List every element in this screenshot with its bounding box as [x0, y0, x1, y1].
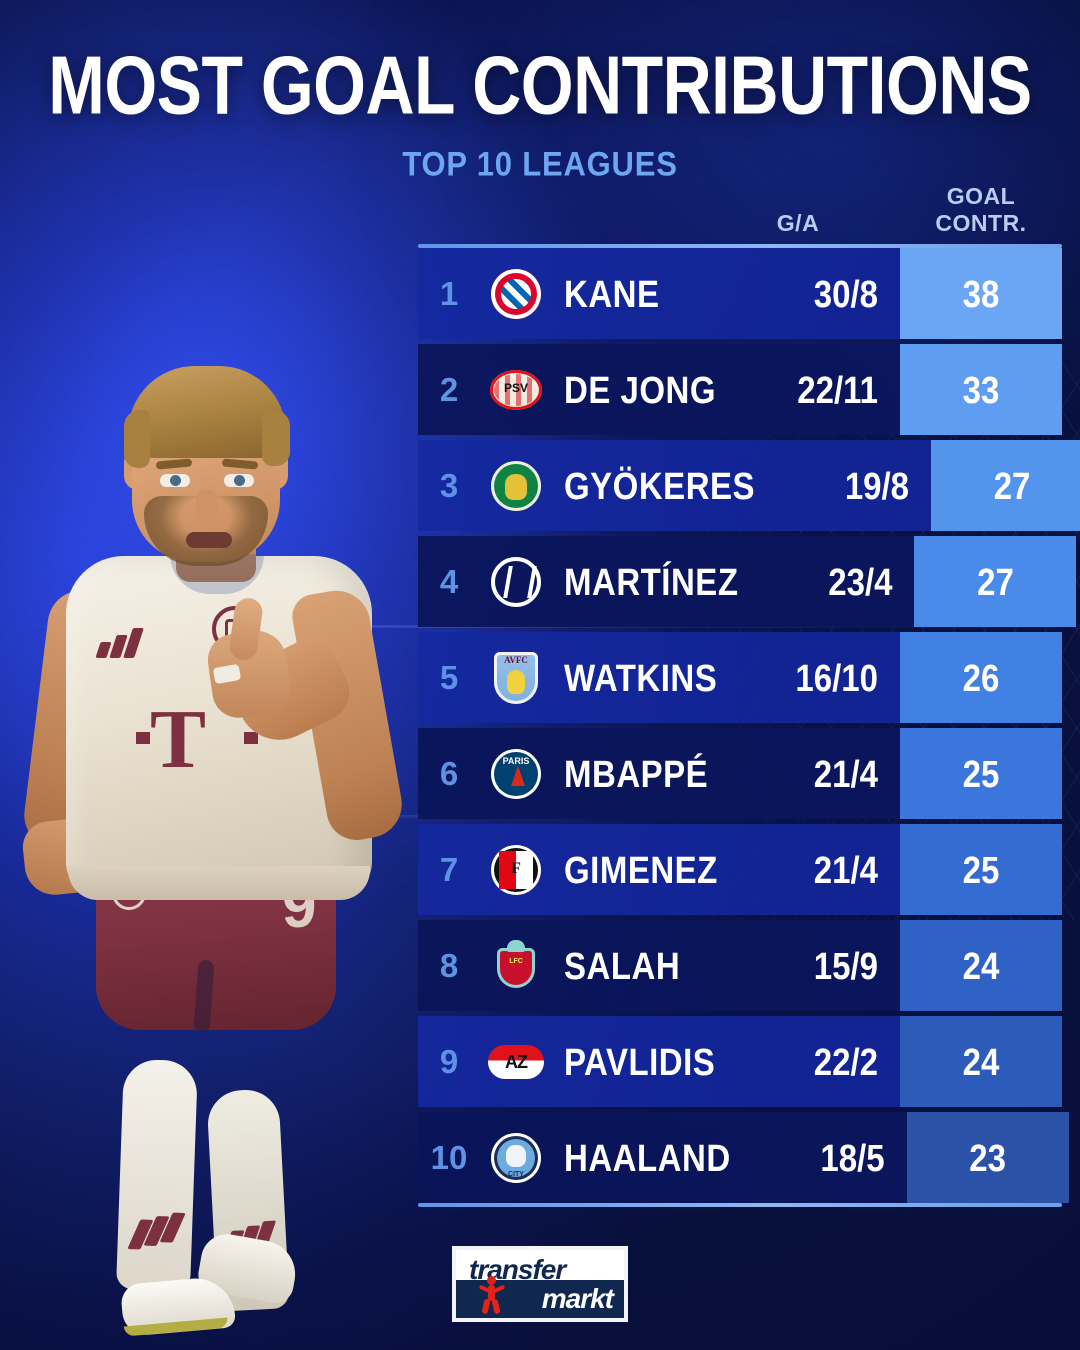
player-nose — [196, 490, 218, 524]
telekom-logo-dash — [244, 732, 258, 744]
row-goals-assists: 18/5 — [820, 1136, 885, 1179]
table-row[interactable]: 3 GYÖKERES 19/8 27 — [418, 440, 1080, 531]
row-player-name: PAVLIDIS — [564, 1040, 716, 1083]
row-goal-contributions: 25 — [900, 824, 1062, 915]
row-rank: 9 — [439, 1043, 459, 1080]
table-top-rule — [418, 244, 1062, 248]
player-hair-side — [124, 410, 150, 468]
row-goals-assists: 23/4 — [828, 560, 893, 603]
row-goal-contributions: 33 — [900, 344, 1062, 435]
row-goals-assists: 30/8 — [813, 272, 878, 315]
row-goal-contributions: 24 — [900, 920, 1062, 1011]
logo-word-markt: markt — [541, 1283, 614, 1314]
row-goals-assists: 16/10 — [795, 656, 878, 699]
table-row[interactable]: 6 PARIS MBAPPÉ 21/4 25 — [418, 728, 1062, 819]
row-goal-contributions: 26 — [900, 632, 1062, 723]
telekom-logo-dash — [136, 732, 150, 744]
player-pupil — [170, 475, 181, 486]
az-crest: AZ — [480, 1033, 552, 1091]
transfermarkt-logo: transfer markt — [452, 1246, 628, 1322]
player-hair-side — [262, 410, 290, 466]
row-player-name: SALAH — [564, 944, 681, 987]
psv-crest: PSV — [480, 361, 552, 419]
man-city-crest: CITY — [480, 1129, 552, 1187]
row-player-name: WATKINS — [564, 656, 718, 699]
row-rank: 6 — [439, 755, 459, 792]
row-goals-assists: 21/4 — [813, 752, 878, 795]
row-player-name: MARTÍNEZ — [564, 560, 739, 603]
table-row[interactable]: 10 CITY HAALAND 18/5 23 — [418, 1112, 1069, 1203]
sporting-crest — [480, 457, 552, 515]
row-rank: 3 — [439, 467, 459, 504]
player-mouth — [186, 532, 232, 548]
table-row[interactable]: 5 AVFC WATKINS 16/10 26 — [418, 632, 1062, 723]
column-header-goal-contributions-line1: GOAL — [946, 183, 1016, 210]
header: MOST GOAL CONTRIBUTIONS TOP 10 LEAGUES — [0, 39, 1080, 183]
table-row[interactable]: 8 LFC SALAH 15/9 24 — [418, 920, 1062, 1011]
page-title: MOST GOAL CONTRIBUTIONS — [48, 39, 1032, 132]
row-goals-assists: 19/8 — [844, 464, 910, 507]
row-player-name: GIMENEZ — [564, 848, 718, 891]
table-row[interactable]: 7 F GIMENEZ 21/4 25 — [418, 824, 1062, 915]
row-player-name: DE JONG — [564, 368, 717, 411]
row-goals-assists: 15/9 — [813, 944, 878, 987]
player-shirt-hem — [68, 866, 370, 900]
row-player-name: GYÖKERES — [564, 464, 756, 507]
ranking-table: G/A GOAL CONTR. 1 KANE 30/8 38 2 PSV DE JONG 22… — [418, 183, 1080, 1207]
row-rank: 1 — [439, 275, 459, 312]
row-player-name: MBAPPÉ — [564, 752, 709, 795]
table-row[interactable]: 2 PSV DE JONG 22/11 33 — [418, 344, 1062, 435]
row-goal-contributions: 27 — [914, 536, 1077, 627]
row-goal-contributions: 23 — [906, 1112, 1069, 1203]
psg-crest: PARIS — [480, 745, 552, 803]
telekom-logo: T — [150, 693, 206, 786]
aston-villa-crest: AVFC — [480, 649, 552, 707]
row-goal-contributions: 25 — [900, 728, 1062, 819]
player-hair — [128, 366, 286, 458]
row-rank: 10 — [430, 1139, 468, 1176]
player-left-sock — [116, 1058, 198, 1292]
row-goals-assists: 22/2 — [813, 1040, 878, 1083]
player-pupil — [234, 475, 245, 486]
liverpool-crest: LFC — [480, 937, 552, 995]
table-body: 1 KANE 30/8 38 2 PSV DE JONG 22/11 33 3 GYÖKERES 19… — [418, 248, 1080, 1203]
footballer-figure-icon — [478, 1276, 506, 1316]
row-rank: 4 — [439, 563, 459, 600]
row-goal-contributions: 38 — [900, 248, 1062, 339]
row-player-name: KANE — [564, 272, 660, 315]
inter-crest — [480, 553, 552, 611]
row-goals-assists: 22/11 — [797, 368, 878, 411]
row-goal-contributions: 24 — [900, 1016, 1062, 1107]
table-row[interactable]: 9 AZ PAVLIDIS 22/2 24 — [418, 1016, 1062, 1107]
column-header-goal-contributions: GOAL CONTR. — [900, 183, 1062, 236]
adidas-logo — [95, 628, 146, 658]
row-goal-contributions: 27 — [931, 440, 1080, 531]
row-rank: 2 — [439, 371, 459, 408]
row-rank: 5 — [439, 659, 459, 696]
column-header-ga: G/A — [776, 209, 820, 236]
row-player-name: HAALAND — [564, 1136, 731, 1179]
row-rank: 8 — [439, 947, 459, 984]
feyenoord-crest: F — [480, 841, 552, 899]
row-goals-assists: 21/4 — [813, 848, 878, 891]
column-header-goal-contributions-line2: CONTR. — [935, 209, 1027, 236]
table-row[interactable]: 4 MARTÍNEZ 23/4 27 — [418, 536, 1077, 627]
bayern-crest — [480, 265, 552, 323]
table-bottom-rule — [418, 1203, 1062, 1207]
row-rank: 7 — [439, 851, 459, 888]
page-subtitle: TOP 10 LEAGUES — [402, 144, 678, 184]
transfermarkt-logo-frame: transfer markt — [452, 1246, 628, 1322]
table-header-row: G/A GOAL CONTR. — [418, 172, 1062, 236]
table-row[interactable]: 1 KANE 30/8 38 — [418, 248, 1062, 339]
logo-word-transfer: transfer — [469, 1254, 566, 1285]
player-photo-harry-kane: 9 T — [0, 160, 420, 1350]
